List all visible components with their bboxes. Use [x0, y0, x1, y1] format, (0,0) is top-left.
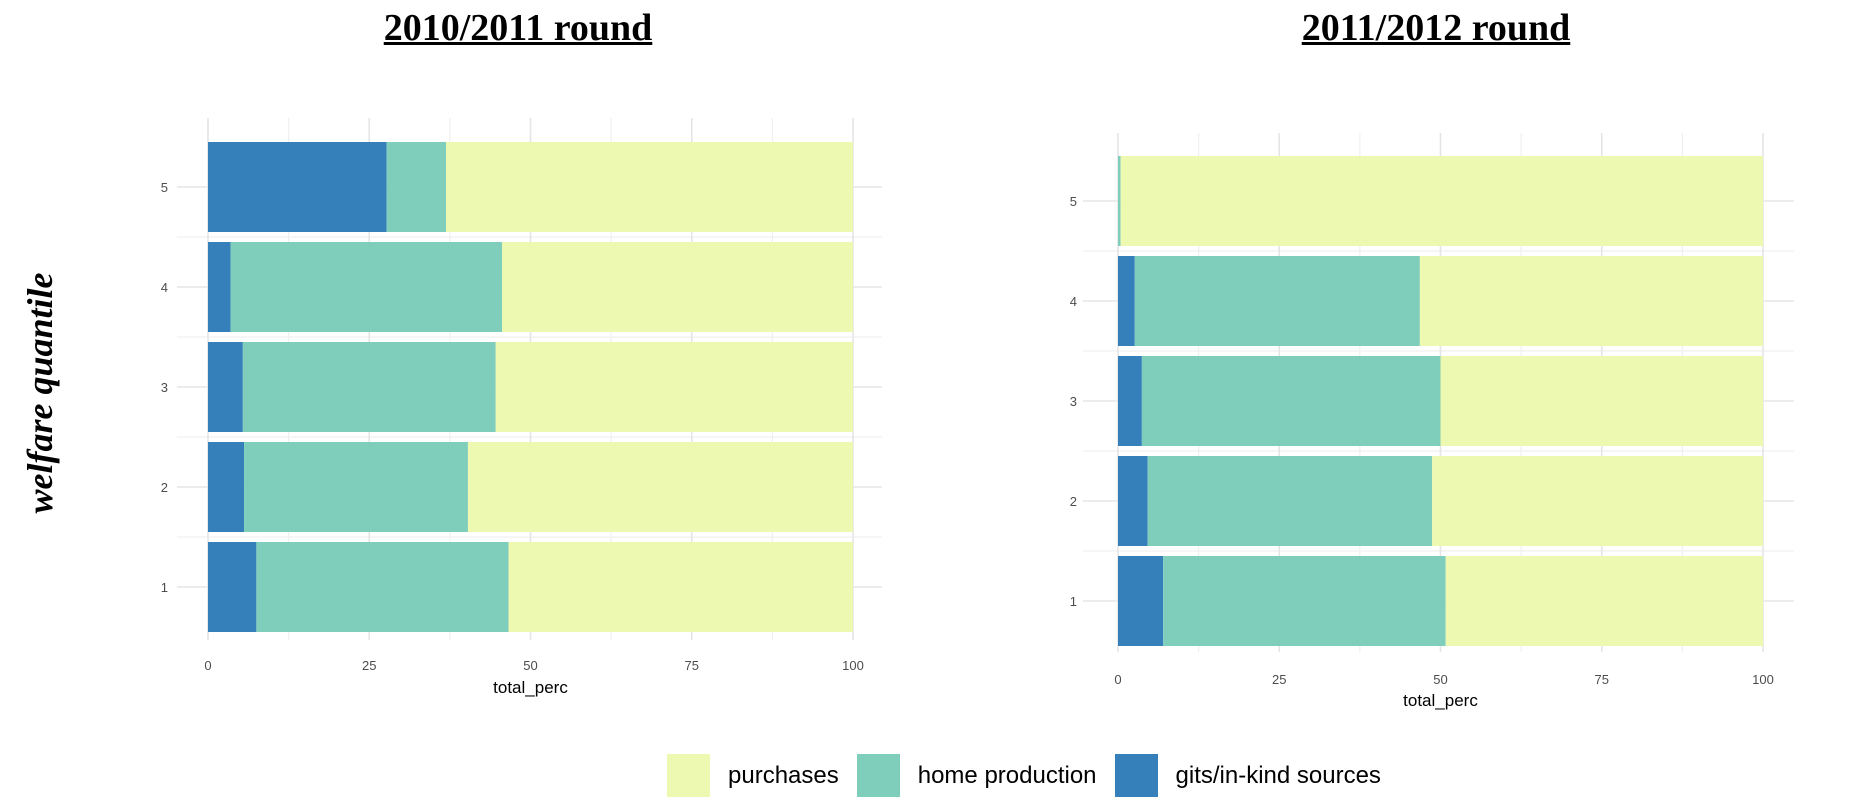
legend-item-purchases: purchases — [667, 754, 839, 797]
x-tick-label: 0 — [1114, 672, 1121, 687]
x-tick-label: 100 — [842, 658, 864, 673]
bar-segment-gifts-q1 — [1118, 556, 1164, 646]
x-tick-label: 75 — [1595, 672, 1609, 687]
x-tick-label: 25 — [362, 658, 376, 673]
legend-item-home-production: home production — [856, 754, 1097, 797]
bar-segment-purchases-q3 — [1440, 356, 1763, 446]
bar-segment-gifts-q2 — [208, 442, 245, 532]
bar-segment-purchases-q3 — [495, 342, 853, 432]
y-tick-label: 4 — [1070, 294, 1077, 309]
x-tick-label: 50 — [1433, 672, 1447, 687]
y-tick-label: 2 — [161, 480, 168, 495]
bar-segment-home_production-q4 — [1134, 256, 1420, 346]
x-tick-label: 50 — [523, 658, 537, 673]
legend-label-gifts: gits/in-kind sources — [1175, 761, 1381, 789]
bar-segment-home_production-q3 — [242, 342, 496, 432]
legend-swatch-home-production — [856, 754, 900, 797]
bar-segment-purchases-q4 — [502, 242, 853, 332]
y-tick-label: 1 — [1070, 594, 1077, 609]
y-tick-label: 3 — [1070, 394, 1077, 409]
bar-segment-home_production-q2 — [1147, 456, 1433, 546]
y-tick-label: 2 — [1070, 494, 1077, 509]
legend: purchases home production gits/in-kind s… — [667, 754, 1399, 797]
y-tick-label: 5 — [161, 180, 168, 195]
legend-item-gifts: gits/in-kind sources — [1114, 754, 1381, 797]
legend-label-purchases: purchases — [728, 761, 839, 789]
bar-segment-home_production-q4 — [230, 242, 503, 332]
bar-segment-gifts-q3 — [1118, 356, 1142, 446]
bar-segment-home_production-q5 — [386, 142, 447, 232]
y-tick-label: 3 — [161, 380, 168, 395]
legend-label-home-production: home production — [917, 761, 1097, 789]
bar-segment-gifts-q3 — [208, 342, 243, 432]
bar-segment-home_production-q2 — [244, 442, 468, 532]
bar-segment-home_production-q3 — [1141, 356, 1441, 446]
legend-swatch-gifts — [1114, 754, 1158, 797]
bar-segment-home_production-q1 — [256, 542, 509, 632]
x-tick-label: 75 — [685, 658, 699, 673]
bar-segment-gifts-q2 — [1118, 456, 1148, 546]
x-axis-title: total_perc — [1403, 691, 1478, 710]
bar-segment-purchases-q1 — [508, 542, 853, 632]
bar-segment-gifts-q4 — [208, 242, 231, 332]
y-tick-label: 1 — [161, 580, 168, 595]
bar-segment-purchases-q1 — [1445, 556, 1763, 646]
bar-segment-gifts-q4 — [1118, 256, 1135, 346]
x-axis-title: total_perc — [493, 678, 568, 697]
y-tick-label: 4 — [161, 280, 168, 295]
x-tick-label: 0 — [204, 658, 211, 673]
bar-segment-purchases-q5 — [1120, 156, 1763, 246]
legend-swatch-purchases — [667, 754, 710, 797]
bar-segment-purchases-q5 — [446, 142, 853, 232]
bar-segment-home_production-q5 — [1118, 156, 1121, 246]
chart-title-right: 2011/2012 round — [1301, 7, 1571, 49]
chart-title-left: 2010/2011 round — [383, 7, 653, 49]
bar-segment-home_production-q1 — [1163, 556, 1446, 646]
bar-segment-purchases-q2 — [467, 442, 853, 532]
bar-segment-purchases-q4 — [1419, 256, 1763, 346]
bar-segment-gifts-q5 — [208, 142, 387, 232]
bar-segment-purchases-q2 — [1432, 456, 1763, 546]
y-tick-label: 5 — [1070, 194, 1077, 209]
x-tick-label: 25 — [1272, 672, 1286, 687]
bar-segment-gifts-q1 — [208, 542, 257, 632]
x-tick-label: 100 — [1752, 672, 1774, 687]
